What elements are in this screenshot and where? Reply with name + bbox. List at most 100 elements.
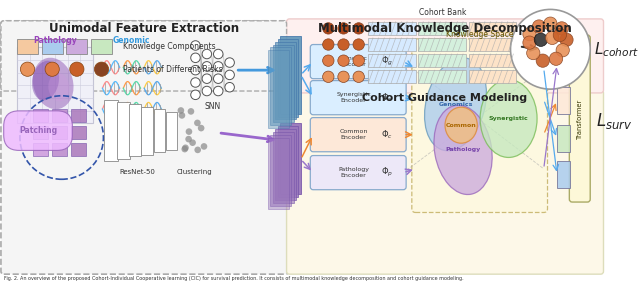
FancyBboxPatch shape (368, 38, 415, 51)
FancyBboxPatch shape (557, 125, 570, 152)
FancyBboxPatch shape (71, 126, 86, 139)
Circle shape (214, 62, 223, 71)
Circle shape (338, 39, 349, 50)
Text: Knowledge Space: Knowledge Space (446, 30, 513, 39)
Ellipse shape (480, 80, 537, 157)
FancyBboxPatch shape (271, 135, 291, 206)
Circle shape (323, 71, 334, 82)
Text: Cohort Bank: Cohort Bank (419, 8, 466, 17)
Text: Knowledge Components: Knowledge Components (124, 42, 216, 51)
Circle shape (70, 62, 84, 76)
FancyBboxPatch shape (275, 42, 296, 120)
Circle shape (544, 17, 557, 30)
Circle shape (338, 23, 349, 34)
Circle shape (201, 143, 207, 150)
Text: Fig. 2. An overview of the proposed Cohort-Individual Cooperative learning (CIC): Fig. 2. An overview of the proposed Coho… (4, 276, 463, 281)
Ellipse shape (32, 61, 59, 100)
Circle shape (214, 86, 223, 96)
FancyBboxPatch shape (273, 132, 294, 203)
Ellipse shape (33, 58, 74, 109)
FancyBboxPatch shape (419, 38, 466, 51)
FancyBboxPatch shape (67, 39, 87, 54)
Text: Pathology
Encoder: Pathology Encoder (338, 167, 369, 178)
Text: $\Phi_c$: $\Phi_c$ (381, 128, 393, 141)
Circle shape (191, 65, 200, 75)
Circle shape (95, 62, 109, 76)
FancyBboxPatch shape (52, 143, 67, 157)
Text: Common: Common (446, 123, 477, 128)
Circle shape (556, 44, 570, 57)
Ellipse shape (49, 73, 69, 102)
Circle shape (191, 78, 200, 87)
FancyBboxPatch shape (280, 123, 301, 194)
Circle shape (353, 55, 364, 66)
Circle shape (323, 55, 334, 66)
Circle shape (188, 108, 195, 115)
Text: $\Phi_g$: $\Phi_g$ (381, 55, 393, 68)
FancyBboxPatch shape (468, 38, 516, 51)
Text: Genomic: Genomic (112, 36, 150, 45)
FancyBboxPatch shape (280, 36, 301, 114)
Circle shape (189, 139, 196, 146)
FancyBboxPatch shape (557, 51, 570, 78)
FancyBboxPatch shape (268, 138, 289, 209)
Circle shape (194, 120, 201, 126)
Text: $\Phi_p$: $\Phi_p$ (381, 166, 393, 179)
FancyBboxPatch shape (71, 109, 86, 122)
Text: SNN: SNN (204, 102, 221, 111)
FancyBboxPatch shape (273, 45, 294, 122)
Text: Genomic
Encoder: Genomic Encoder (340, 56, 368, 67)
Circle shape (191, 53, 200, 63)
Text: Synergistic
Encoder: Synergistic Encoder (337, 92, 371, 103)
FancyBboxPatch shape (17, 39, 38, 54)
Text: Pathology: Pathology (445, 147, 481, 152)
Circle shape (179, 112, 185, 119)
Circle shape (202, 49, 212, 59)
Circle shape (186, 128, 192, 135)
Circle shape (214, 74, 223, 84)
Circle shape (20, 62, 35, 76)
Circle shape (338, 55, 349, 66)
Circle shape (560, 33, 573, 47)
FancyBboxPatch shape (104, 100, 118, 161)
FancyBboxPatch shape (419, 70, 466, 84)
Ellipse shape (445, 107, 477, 143)
FancyBboxPatch shape (1, 21, 287, 91)
Circle shape (353, 71, 364, 82)
FancyBboxPatch shape (368, 70, 415, 84)
Circle shape (323, 39, 334, 50)
FancyBboxPatch shape (268, 50, 289, 128)
FancyBboxPatch shape (287, 19, 604, 93)
Text: Clustering: Clustering (177, 169, 212, 175)
FancyBboxPatch shape (1, 21, 289, 274)
FancyBboxPatch shape (17, 47, 93, 123)
Text: Pathology: Pathology (33, 36, 77, 45)
FancyBboxPatch shape (116, 102, 129, 159)
Circle shape (225, 58, 234, 67)
Circle shape (523, 36, 536, 49)
FancyBboxPatch shape (42, 39, 63, 54)
Circle shape (181, 146, 188, 152)
FancyBboxPatch shape (412, 39, 547, 212)
Circle shape (323, 23, 334, 34)
FancyBboxPatch shape (287, 90, 604, 274)
FancyBboxPatch shape (419, 22, 466, 35)
Circle shape (177, 107, 184, 114)
FancyBboxPatch shape (278, 39, 298, 117)
FancyBboxPatch shape (310, 156, 406, 190)
FancyBboxPatch shape (310, 81, 406, 115)
Circle shape (353, 23, 364, 34)
FancyBboxPatch shape (310, 118, 406, 152)
FancyBboxPatch shape (468, 22, 516, 35)
Circle shape (553, 29, 566, 42)
Circle shape (532, 20, 546, 33)
Circle shape (182, 144, 189, 151)
Ellipse shape (434, 105, 492, 194)
FancyBboxPatch shape (570, 35, 590, 202)
Text: Genomics: Genomics (438, 102, 473, 107)
Circle shape (546, 31, 559, 45)
FancyBboxPatch shape (310, 45, 406, 79)
FancyBboxPatch shape (468, 54, 516, 67)
Circle shape (191, 90, 200, 100)
Circle shape (191, 41, 200, 50)
